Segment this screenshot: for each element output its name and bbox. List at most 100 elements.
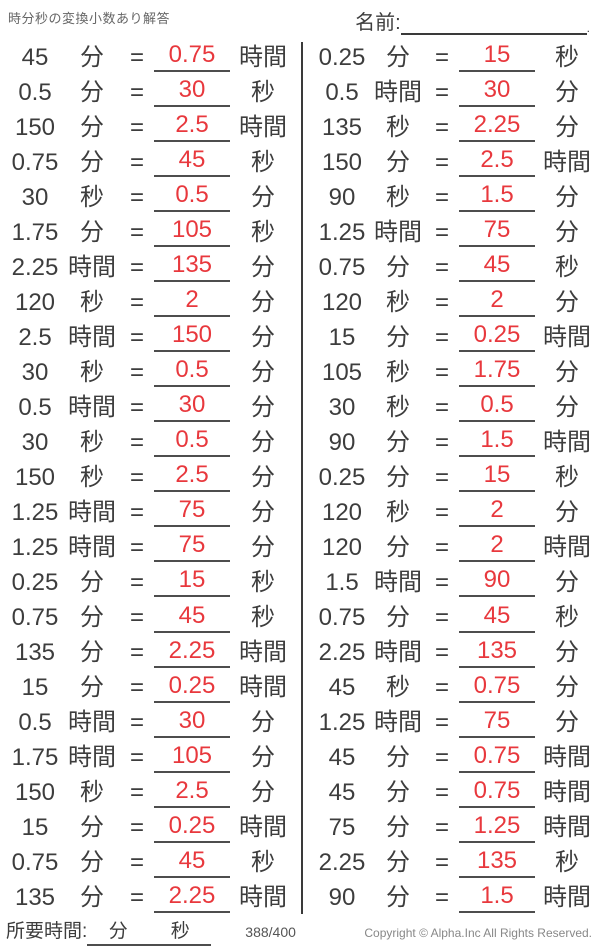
answer-value: 0.5: [154, 358, 230, 388]
answer-value: 30: [459, 78, 535, 108]
answer-unit: 分: [555, 393, 579, 421]
problem-unit: 分: [80, 884, 104, 912]
answer-value: 45: [154, 603, 230, 633]
answer-unit: 分: [555, 674, 579, 702]
problem-row: 150 分 = 2.5 時間: [0, 110, 301, 145]
answer-unit: 分: [251, 744, 275, 772]
equals-sign: =: [434, 148, 449, 176]
answer-value: 1.75: [459, 358, 535, 388]
answer-value: 135: [459, 638, 535, 668]
problem-value: 1.25: [11, 533, 59, 561]
problem-value: 0.25: [11, 568, 59, 596]
answer-value: 2.25: [154, 883, 230, 913]
problem-row: 0.75 分 = 45 秒: [0, 846, 301, 881]
answer-value: 0.25: [154, 673, 230, 703]
equals-sign: =: [434, 533, 449, 561]
answer-unit: 時間: [239, 639, 287, 667]
answer-unit: 時間: [543, 814, 591, 842]
problem-unit: 分: [386, 43, 410, 71]
equals-sign: =: [129, 463, 144, 491]
problem-row: 135 秒 = 2.25 分: [303, 110, 598, 145]
problem-row: 1.25 時間 = 75 分: [303, 706, 598, 741]
equals-sign: =: [129, 814, 144, 842]
equals-sign: =: [129, 604, 144, 632]
answer-unit: 秒: [251, 849, 275, 877]
problem-row: 15 分 = 0.25 時間: [0, 671, 301, 706]
problem-value: 1.25: [11, 498, 59, 526]
answer-unit: 秒: [251, 568, 275, 596]
equals-sign: =: [129, 288, 144, 316]
problem-value: 120: [321, 288, 363, 316]
problem-row: 2.5 時間 = 150 分: [0, 320, 301, 355]
problem-row: 105 秒 = 1.75 分: [303, 355, 598, 390]
time-blank-line: 分 秒: [87, 916, 212, 946]
problem-unit: 時間: [68, 709, 116, 737]
problem-unit: 秒: [386, 183, 410, 211]
problem-unit: 秒: [80, 183, 104, 211]
name-label: 名前:: [355, 12, 401, 34]
footer: 所要時間: 分 秒 388/400 Copyright © Alpha.Inc …: [6, 916, 592, 946]
problem-unit: 分: [386, 253, 410, 281]
problem-row: 45 分 = 0.75 時間: [303, 776, 598, 811]
equals-sign: =: [129, 393, 144, 421]
answer-unit: 分: [555, 568, 579, 596]
problem-unit: 時間: [374, 639, 422, 667]
problem-row: 135 分 = 2.25 時間: [0, 636, 301, 671]
problem-row: 2.25 時間 = 135 分: [303, 636, 598, 671]
problems-area: 45 分 = 0.75 時間 0.5 分 = 30 秒 150 分 = 2.5 …: [0, 40, 600, 916]
equals-sign: =: [129, 253, 144, 281]
problem-value: 15: [21, 674, 49, 702]
problem-unit: 時間: [374, 709, 422, 737]
problem-value: 2.25: [318, 849, 366, 877]
equals-sign: =: [129, 568, 144, 596]
equals-sign: =: [434, 358, 449, 386]
name-blank-line: [400, 12, 587, 35]
equals-sign: =: [129, 148, 144, 176]
answer-value: 135: [154, 253, 230, 283]
answer-value: 30: [154, 78, 230, 108]
time-sec-unit: 秒: [170, 921, 190, 942]
problem-value: 0.75: [318, 604, 366, 632]
answer-value: 15: [459, 463, 535, 493]
answer-value: 75: [154, 533, 230, 563]
answer-value: 0.75: [459, 743, 535, 773]
answer-value: 2: [154, 288, 230, 318]
problem-value: 120: [321, 533, 363, 561]
equals-sign: =: [129, 428, 144, 456]
answer-unit: 秒: [251, 148, 275, 176]
equals-sign: =: [434, 639, 449, 667]
problem-row: 45 秒 = 0.75 分: [303, 671, 598, 706]
problem-value: 0.75: [11, 849, 59, 877]
column-divider: [301, 42, 303, 914]
answer-value: 45: [154, 148, 230, 178]
equals-sign: =: [129, 183, 144, 211]
answer-value: 150: [154, 323, 230, 353]
equals-sign: =: [129, 884, 144, 912]
equals-sign: =: [434, 323, 449, 351]
equals-sign: =: [434, 779, 449, 807]
problem-unit: 秒: [386, 674, 410, 702]
time-min-unit: 分: [108, 921, 128, 942]
equals-sign: =: [434, 884, 449, 912]
problem-row: 0.25 分 = 15 秒: [0, 565, 301, 600]
answer-unit: 秒: [555, 849, 579, 877]
problem-unit: 時間: [68, 744, 116, 772]
problem-row: 45 分 = 0.75 時間: [0, 40, 301, 75]
problem-value: 0.75: [318, 253, 366, 281]
answer-value: 2.25: [154, 638, 230, 668]
answer-value: 105: [154, 218, 230, 248]
problem-row: 120 分 = 2 時間: [303, 530, 598, 565]
problem-unit: 分: [80, 148, 104, 176]
answer-unit: 秒: [555, 43, 579, 71]
answer-unit: 分: [251, 709, 275, 737]
answer-value: 0.25: [154, 813, 230, 843]
equals-sign: =: [434, 253, 449, 281]
answer-unit: 時間: [239, 814, 287, 842]
answer-value: 0.5: [154, 428, 230, 458]
problem-unit: 秒: [386, 358, 410, 386]
problem-value: 0.75: [11, 604, 59, 632]
answer-value: 90: [459, 568, 535, 598]
problem-row: 15 分 = 0.25 時間: [0, 811, 301, 846]
answer-value: 135: [459, 848, 535, 878]
problem-value: 1.25: [318, 709, 366, 737]
